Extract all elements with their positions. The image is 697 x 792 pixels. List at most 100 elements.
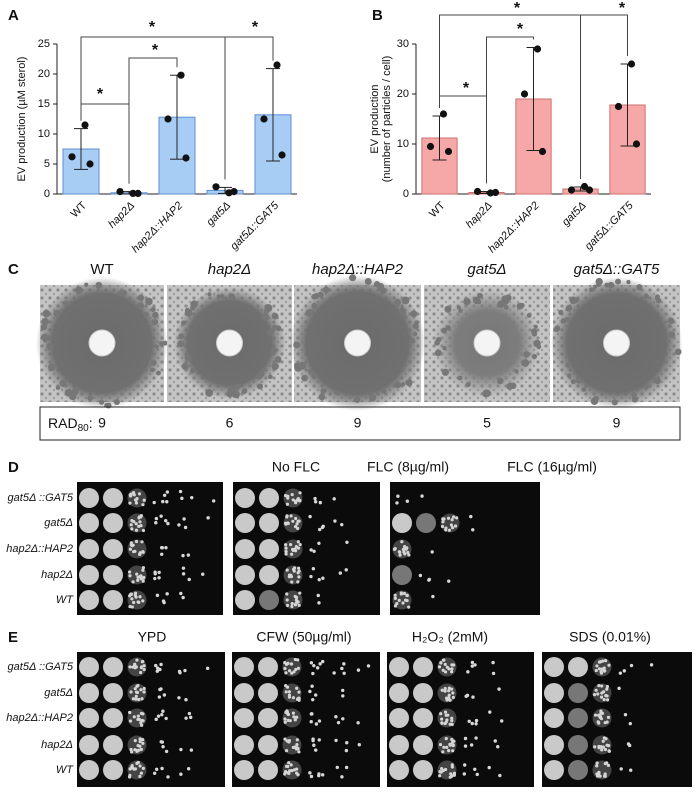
colony — [313, 500, 318, 504]
colony — [452, 772, 456, 777]
colony — [141, 741, 145, 745]
colony — [295, 686, 299, 690]
colony — [189, 748, 194, 752]
data-point — [212, 183, 220, 191]
halo-edge — [150, 359, 157, 367]
colony — [139, 771, 144, 775]
colony — [296, 666, 301, 670]
colony — [471, 528, 475, 532]
spot — [235, 488, 255, 508]
colony — [491, 660, 495, 665]
colony — [130, 527, 134, 531]
colony — [160, 766, 164, 771]
colony — [158, 667, 162, 672]
colony — [601, 745, 605, 749]
halo-edge — [643, 383, 650, 390]
halo-edge — [405, 378, 413, 387]
colony — [186, 553, 191, 557]
colony — [397, 598, 401, 603]
colony — [136, 760, 140, 765]
colony — [309, 574, 313, 579]
colony — [437, 665, 442, 669]
colony — [166, 521, 170, 526]
colony — [603, 747, 608, 752]
spot — [79, 683, 99, 703]
colony — [341, 688, 345, 693]
colony — [283, 661, 287, 665]
colony — [597, 660, 602, 664]
halo-edge — [615, 278, 622, 285]
colony — [441, 668, 445, 672]
spot — [568, 683, 588, 703]
halo-edge — [55, 385, 61, 390]
colony — [617, 686, 621, 691]
colony — [136, 717, 140, 722]
colony — [284, 749, 289, 753]
colony — [356, 668, 361, 672]
halo-edge — [364, 278, 372, 285]
colony — [473, 663, 477, 667]
halo-edge — [151, 318, 159, 326]
halo-edge — [666, 339, 672, 344]
drug-disk — [344, 329, 371, 357]
colony — [284, 671, 288, 675]
colony — [297, 566, 301, 570]
halo-edge — [523, 351, 530, 358]
halo-edge — [401, 382, 406, 387]
colony — [132, 600, 136, 605]
colony — [184, 698, 188, 702]
colony — [602, 774, 607, 778]
rad-label-part: : — [89, 415, 93, 431]
spot — [389, 735, 409, 755]
colony — [288, 769, 292, 773]
spot — [234, 708, 254, 728]
x-tick-label: hap2Δ — [106, 200, 137, 231]
colony — [344, 765, 349, 770]
spot — [568, 735, 588, 755]
colony — [284, 549, 288, 554]
colony — [470, 721, 474, 726]
halo-edge — [48, 363, 56, 372]
halo-edge — [595, 277, 603, 286]
colony — [628, 721, 632, 726]
halo-edge — [117, 289, 124, 296]
colony — [623, 712, 628, 717]
colony — [161, 499, 165, 504]
colony — [286, 764, 290, 769]
halo-edge — [410, 310, 418, 318]
colony — [317, 541, 321, 545]
colony — [294, 595, 299, 600]
rad-label-part: RAD — [48, 415, 78, 431]
x-tick-label: hap2Δ::HAP2 — [130, 200, 186, 256]
halo-edge — [219, 294, 225, 299]
row-label: hap2Δ::HAP2 — [6, 712, 73, 724]
halo-edge — [349, 274, 357, 282]
colony — [463, 763, 467, 767]
colony — [356, 721, 360, 725]
halo-edge — [558, 309, 564, 315]
colony — [187, 577, 191, 582]
significance-bracket — [486, 36, 534, 184]
colony — [295, 746, 299, 750]
colony — [134, 697, 138, 701]
colony — [443, 767, 448, 772]
strain-title: hap2Δ — [208, 261, 251, 278]
spot — [544, 657, 564, 677]
halo-edge — [565, 361, 572, 368]
spot — [103, 760, 123, 780]
colony — [141, 738, 145, 742]
colony — [498, 773, 502, 778]
colony — [606, 698, 610, 702]
colony — [592, 692, 597, 697]
colony — [297, 575, 301, 579]
colony — [134, 501, 139, 505]
spot — [413, 657, 433, 677]
halo-edge — [293, 341, 301, 349]
colony — [179, 772, 183, 776]
spot — [568, 657, 588, 677]
spot — [568, 708, 588, 728]
colony — [293, 718, 297, 722]
x-tick-label: hap2Δ — [464, 200, 495, 231]
halo-edge — [519, 302, 525, 308]
colony — [629, 768, 633, 772]
